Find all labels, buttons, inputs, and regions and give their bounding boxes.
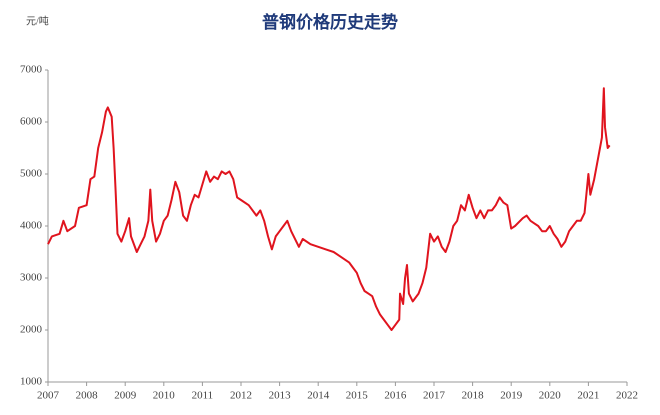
x-tick-label: 2018 xyxy=(462,390,485,402)
y-tick-label: 3000 xyxy=(20,272,43,284)
y-tick-label: 1000 xyxy=(20,376,43,388)
x-tick-label: 2015 xyxy=(346,390,369,402)
x-tick-label: 2022 xyxy=(616,390,638,402)
x-tick-label: 2008 xyxy=(76,390,99,402)
line-series xyxy=(47,87,611,331)
x-tick-label: 2013 xyxy=(269,390,292,402)
x-tick-label: 2014 xyxy=(307,390,330,402)
y-axis-label: 元/吨 xyxy=(26,14,49,27)
x-tick-label: 2017 xyxy=(423,390,446,402)
x-tick-label: 2007 xyxy=(37,390,60,402)
y-tick-label: 7000 xyxy=(20,64,43,76)
x-tick-label: 2020 xyxy=(539,390,562,402)
y-tick-label: 2000 xyxy=(20,324,43,336)
x-tick-label: 2011 xyxy=(192,390,214,402)
x-tick-label: 2016 xyxy=(384,390,407,402)
x-tick-label: 2012 xyxy=(230,390,252,402)
x-tick-label: 2019 xyxy=(500,390,523,402)
chart-title: 普钢价格历史走势 xyxy=(262,12,398,32)
y-tick-label: 5000 xyxy=(20,168,43,180)
x-tick-label: 2009 xyxy=(114,390,137,402)
y-tick-label: 6000 xyxy=(20,116,43,128)
y-tick-label: 4000 xyxy=(20,220,43,232)
x-tick-label: 2010 xyxy=(153,390,176,402)
x-tick-label: 2021 xyxy=(577,390,599,402)
